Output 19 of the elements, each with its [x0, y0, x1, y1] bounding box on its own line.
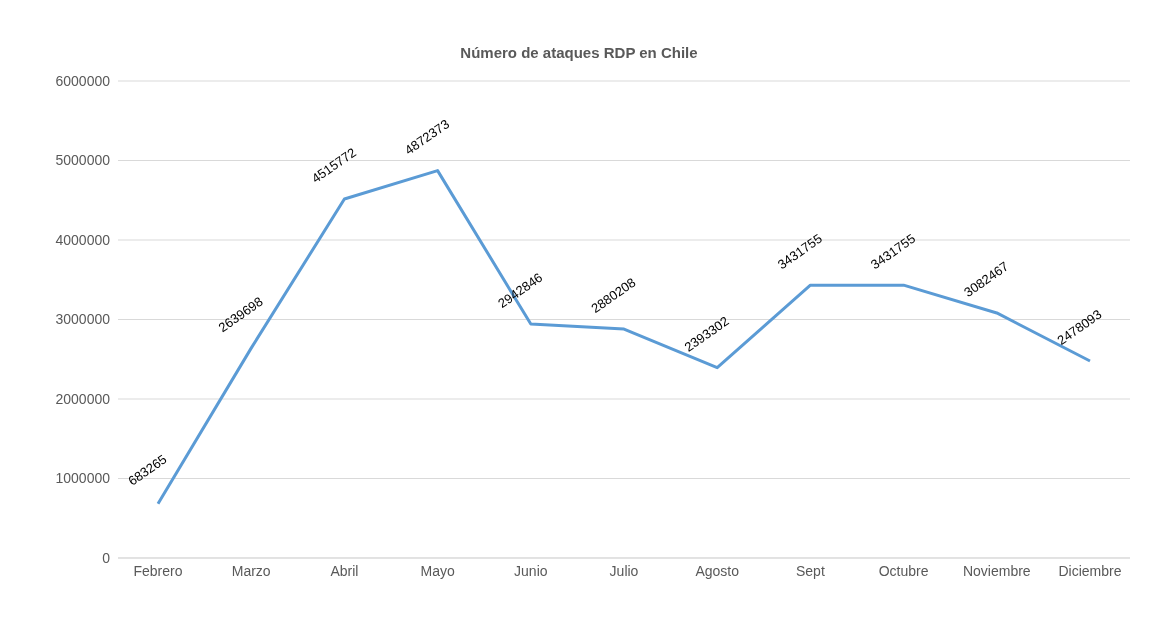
x-tick-label: Julio: [609, 562, 639, 579]
y-tick-label: 5000000: [55, 152, 111, 169]
x-tick-label: Junio: [514, 562, 548, 579]
x-tick-label: Sept: [795, 562, 825, 579]
x-tick-label: Noviembre: [962, 562, 1031, 579]
y-tick-label: 3000000: [55, 311, 111, 328]
x-tick-label: Marzo: [231, 562, 271, 579]
x-tick-label: Diciembre: [1058, 562, 1122, 579]
y-tick-label: 2000000: [55, 390, 111, 407]
y-tick-label: 6000000: [55, 72, 111, 89]
x-tick-label: Octubre: [878, 562, 929, 579]
y-tick-label: 4000000: [55, 231, 111, 248]
x-tick-label: Agosto: [695, 562, 740, 579]
x-tick-label: Abril: [330, 562, 359, 579]
chart-title: Número de ataques RDP en Chile: [459, 44, 699, 61]
x-tick-label: Mayo: [420, 562, 455, 579]
y-tick-label: 1000000: [55, 470, 111, 487]
y-tick-label: 0: [102, 549, 111, 566]
x-tick-label: Febrero: [133, 562, 183, 579]
